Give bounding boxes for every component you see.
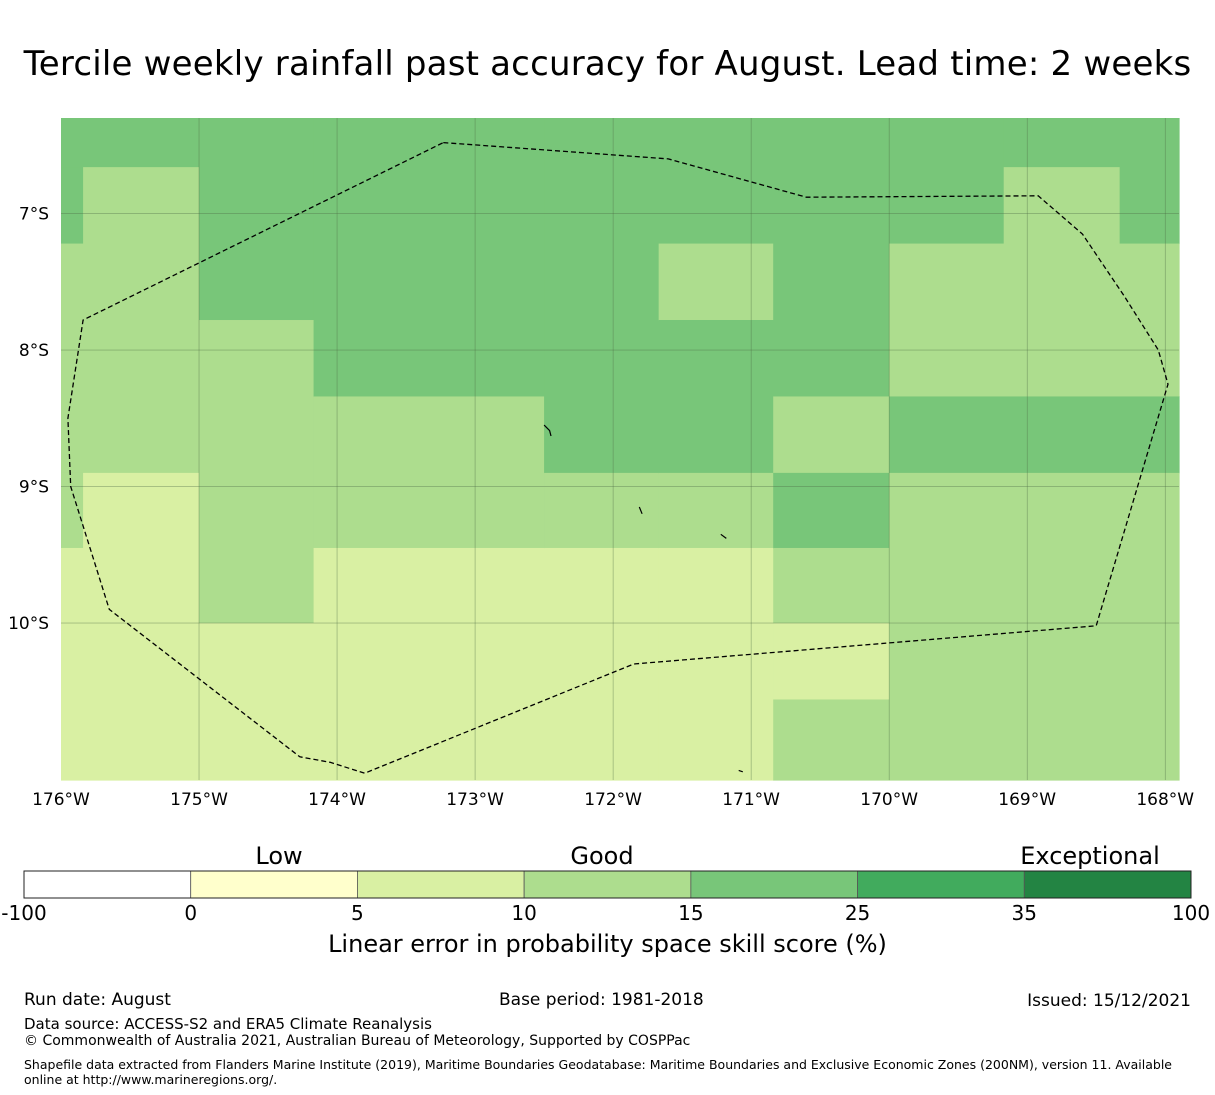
shapefile-credit: Shapefile data extracted from Flanders M… [24,1057,1172,1087]
colorbar-tick-label: 15 [678,901,704,925]
colorbar-bin-15-25 [690,870,858,899]
map-cell-20 [658,547,774,781]
lon-tick-label: 168°W [1136,790,1194,810]
map-cell-0 [61,118,200,168]
map-cell-30 [1119,118,1180,245]
map-cell-28 [1003,118,1121,168]
map-cell-24 [773,547,890,624]
data-source: Data source: ACCESS-S2 and ERA5 Climate … [24,1015,432,1033]
map-cell-13 [544,118,660,474]
map-cell-2 [83,167,200,245]
lon-tick-label: 170°W [860,790,918,810]
colorbar-bin-5-10 [357,870,525,899]
colorbar-frame [23,870,1192,899]
lon-tick-label: 171°W [722,790,780,810]
colorbar-tick-label: 5 [351,901,364,925]
lat-tick-label: 9°S [19,478,49,498]
colorbar-title: Linear error in probability space skill … [328,930,887,958]
map-cell-3 [61,243,200,474]
island-outline-3 [738,769,743,773]
lon-tick-label: 172°W [584,790,642,810]
longitude-labels: 176°W 175°W 174°W 173°W 172°W 171°W 170°W 169°W… [32,790,1194,810]
colorbar-bin-25-35 [857,870,1025,899]
colorbar-bin--100-0 [23,870,192,899]
lon-tick-label: 176°W [32,790,90,810]
map-cell-5 [83,472,200,549]
graticule [61,118,1179,780]
map-cell-26 [773,699,890,781]
page-title: Tercile weekly rainfall past accuracy fo… [23,44,1192,84]
colorbar-bin-10-15 [523,870,692,899]
eez-boundary [67,141,1169,774]
lon-tick-label: 175°W [170,790,228,810]
map-cell-33 [889,472,1180,781]
issued-date: Issued: 15/12/2021 [1027,991,1191,1011]
map-cell-1 [61,167,84,245]
colorbar-tick-label: 100 [1171,901,1211,925]
map-cell-29 [1003,167,1121,245]
map-cell-7 [199,118,315,321]
colorbar-tick-label: 35 [1011,901,1038,925]
base-period: Base period: 1981-2018 [499,990,704,1010]
lon-tick-label: 174°W [308,790,366,810]
lon-tick-label: 173°W [446,790,504,810]
map-cell-9 [199,623,315,781]
colorbar-tick-label: 10 [511,901,537,925]
island-outline-1 [638,506,643,515]
map-cell-6 [61,547,200,781]
lat-tick-label: 8°S [19,341,49,361]
skill-score-map: 7°S8°S9°S10°S 176°W 175°W 174°W 173°W 172°W 1… [8,118,1194,899]
map-cell-32 [889,396,1180,474]
category-low: Low [255,842,303,870]
map-cell-12 [313,547,545,781]
colorbar-tick-label: -100 [1,901,47,925]
map-cell-25 [773,623,890,701]
lat-tick-label: 7°S [19,205,49,225]
map-cell-31 [889,243,1180,398]
map-cell-23 [773,472,890,549]
map-cell-17 [658,243,774,321]
map-cell-22 [773,396,890,474]
map-cell-21 [773,118,890,398]
map-cell-27 [889,118,1005,245]
map-cell-11 [313,396,545,549]
map-cell-4 [61,472,84,549]
map-cell-10 [313,118,545,398]
map-cell-18 [658,320,774,474]
colorbar-bin-35-100 [1023,870,1192,899]
category-good: Good [570,842,634,870]
colorbar-tick-label: 25 [844,901,871,925]
latitude-labels: 7°S 8°S 9°S 10°S [8,205,49,634]
colorbar [23,870,1192,899]
lat-tick-label: 10°S [8,614,49,634]
map-cell-19 [658,472,774,549]
copyright: © Commonwealth of Australia 2021, Austra… [24,1033,691,1049]
colorbar-bin-0-5 [190,870,358,899]
run-date: Run date: August [24,990,171,1010]
map-cell-14 [544,472,660,549]
eez-boundary-line [67,141,1169,774]
map-cell-8 [199,320,315,624]
island-outline-0 [543,424,552,437]
island-outline-2 [720,533,727,539]
category-exceptional: Exceptional [1020,842,1160,870]
colorbar-tick-label: 0 [184,901,198,925]
map-cell-15 [544,547,660,781]
skill-cells [61,118,1180,781]
lon-tick-label: 169°W [998,790,1056,810]
map-cell-16 [658,118,774,245]
